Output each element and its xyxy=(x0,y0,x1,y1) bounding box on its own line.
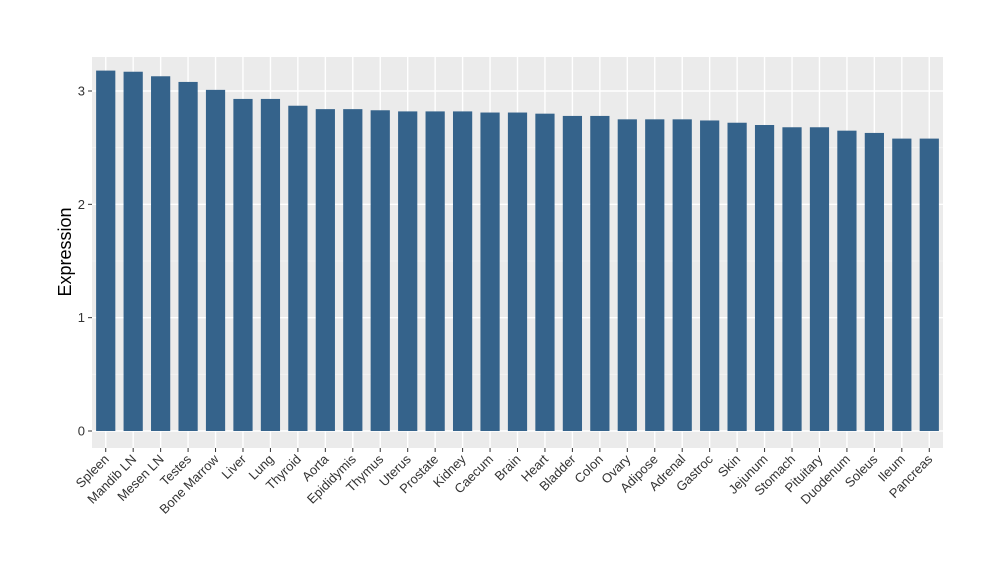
bar-adrenal xyxy=(672,119,692,431)
bars xyxy=(96,70,939,432)
bar-bladder xyxy=(562,115,583,431)
bar-thyroid xyxy=(288,105,308,431)
bar-caecum xyxy=(480,112,500,432)
x-tick-label: Liver xyxy=(219,451,250,482)
y-axis: 0 1 2 3 xyxy=(78,84,92,439)
bar-pituitary xyxy=(809,127,830,432)
bar-brain xyxy=(507,112,528,432)
x-tick-label: Brain xyxy=(492,452,524,484)
bar-ovary xyxy=(617,119,637,431)
bar-pancreas xyxy=(919,138,939,431)
bar-lung xyxy=(260,98,281,431)
bar-colon xyxy=(590,115,610,431)
bar-jejunum xyxy=(754,125,775,431)
y-tick-label: 0 xyxy=(78,424,85,439)
bar-kidney xyxy=(452,111,473,432)
y-tick-label: 2 xyxy=(78,197,85,212)
y-tick-label: 1 xyxy=(78,310,85,325)
y-axis-title: Expression xyxy=(55,207,75,296)
bar-adipose xyxy=(645,119,665,431)
bar-aorta xyxy=(315,109,335,431)
bar-uterus xyxy=(398,111,418,432)
bar-thymus xyxy=(370,110,390,432)
bar-spleen xyxy=(96,70,116,431)
bar-ileum xyxy=(892,138,912,431)
bar-duodenum xyxy=(837,130,857,431)
bar-prostate xyxy=(425,111,445,432)
bar-mandib-ln xyxy=(123,71,143,431)
bar-bone-marrow xyxy=(205,89,226,431)
bar-stomach xyxy=(782,127,802,432)
bar-mesen-ln xyxy=(151,76,171,432)
bar-gastroc xyxy=(700,120,720,431)
bar-heart xyxy=(535,113,555,432)
bar-epididymis xyxy=(343,109,363,431)
y-tick-label: 3 xyxy=(78,84,85,99)
bar-liver xyxy=(233,98,253,431)
bar-soleus xyxy=(864,132,884,431)
bar-testes xyxy=(178,81,198,431)
bar-skin xyxy=(727,122,747,431)
x-tick-label: Colon xyxy=(571,452,606,487)
